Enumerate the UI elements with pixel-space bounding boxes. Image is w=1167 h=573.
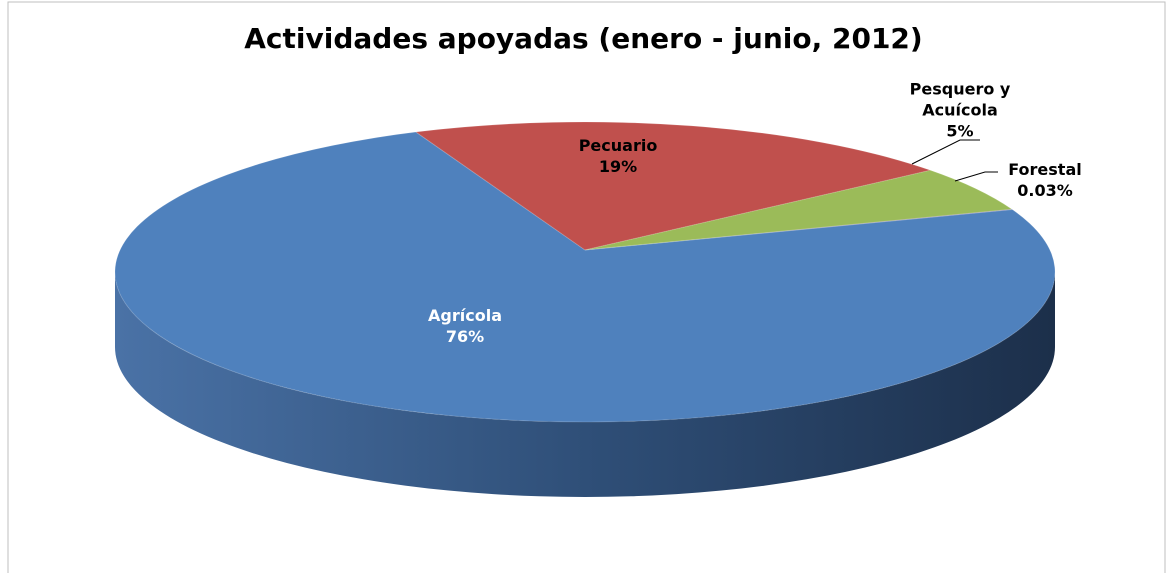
label-text: Forestal — [1008, 160, 1082, 179]
slice — [114, 131, 1056, 423]
label-text: Pesquero y Acuícola — [909, 79, 1011, 120]
data-label: Pesquero y Acuícola 5% — [900, 79, 1020, 142]
label-text: 0.03% — [1017, 181, 1073, 200]
label-text: 76% — [445, 327, 485, 346]
slice — [584, 169, 1014, 251]
chart-title: Actividades apoyadas (enero - junio, 201… — [244, 22, 923, 55]
leader-line — [954, 171, 998, 182]
label-text: 5% — [946, 121, 974, 141]
label-text: Agrícola — [428, 306, 502, 325]
leader-line — [911, 139, 980, 165]
slice — [414, 121, 933, 251]
chart-frame — [7, 1, 1166, 573]
label-text: 19% — [598, 157, 638, 176]
data-label: Pecuario 19% — [543, 135, 693, 177]
data-label: Forestal 0.03% — [995, 159, 1095, 201]
label-text: Pecuario — [578, 136, 658, 155]
data-label: Agrícola 76% — [390, 305, 540, 347]
slice — [584, 208, 1014, 251]
slice-side — [115, 272, 1055, 497]
